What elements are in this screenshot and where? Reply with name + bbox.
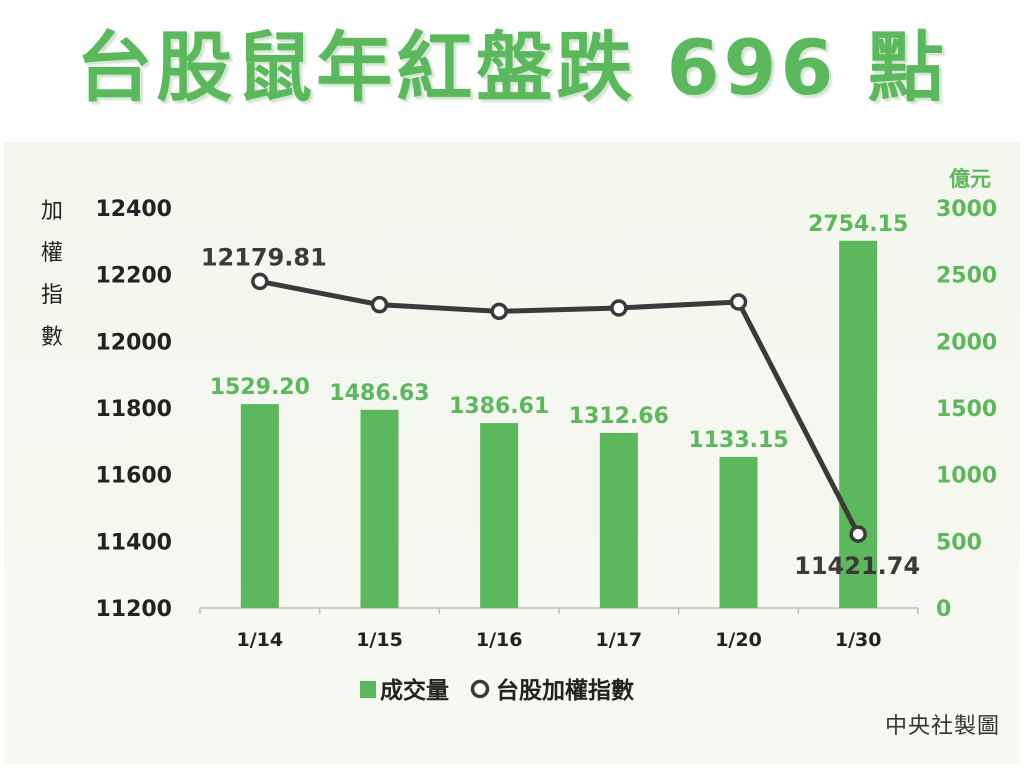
bar: [839, 240, 878, 608]
index-point: [729, 293, 748, 311]
x-tick-label: 1/16: [476, 629, 523, 651]
legend-line-label: 台股加權指數: [496, 677, 634, 704]
left-axis-label-char: 加: [41, 199, 63, 224]
right-axis-tick-label: 2000: [936, 330, 997, 355]
left-axis-tick-label: 11800: [95, 397, 172, 422]
bar: [480, 423, 519, 608]
index-point: [610, 299, 628, 317]
chart-panel: 加權指數 12400 12200 12000 11800 11600 11400 11200 億…: [4, 142, 1020, 764]
index-line: [259, 278, 861, 536]
legend-bar-swatch: [360, 681, 376, 698]
legend-line-swatch: [470, 679, 490, 699]
bar-value-label: 1529.20: [210, 375, 310, 400]
chart-title: 台股鼠年紅盤跌 696 點: [76, 23, 948, 112]
bar-value-label: 1133.15: [688, 428, 788, 453]
bar: [360, 409, 399, 608]
x-tick-label: 1/15: [356, 629, 403, 651]
right-axis-tick-label: 500: [936, 530, 982, 555]
index-point: [490, 302, 508, 321]
bar-value-label: 1312.66: [569, 404, 669, 429]
right-axis-tick-label: 0: [936, 597, 951, 622]
x-tick-label: 1/17: [596, 629, 643, 651]
x-tick-label: 1/20: [715, 629, 762, 651]
credit-text: 中央社製圖: [884, 714, 1000, 739]
left-axis-tick-label: 11200: [95, 597, 172, 622]
left-axis-label-char: 指: [41, 283, 63, 308]
right-axis-tick-label: 1000: [936, 464, 997, 489]
index-point: [370, 295, 389, 314]
left-axis-tick-label: 12200: [95, 264, 172, 289]
right-axis-label: 億元: [949, 167, 991, 191]
left-axis-label-char: 權: [41, 241, 63, 266]
index-point: [251, 272, 269, 291]
left-axis-tick-label: 12400: [95, 197, 172, 222]
right-axis-tick-label: 3000: [936, 197, 997, 222]
right-axis-tick-label: 2500: [936, 264, 997, 289]
bar: [240, 404, 279, 608]
bar: [719, 456, 758, 608]
x-tick-label: 1/30: [835, 629, 882, 651]
index-value-label: 12179.81: [201, 243, 327, 271]
right-axis-tick-label: 1500: [936, 397, 997, 422]
index-point: [849, 525, 867, 543]
combo-chart: 加權指數 12400 12200 12000 11800 11600 11400 11200 億…: [41, 167, 997, 704]
left-axis-tick-label: 12000: [95, 330, 172, 355]
bar-value-label: 2754.15: [808, 212, 908, 237]
left-axis-tick-label: 11400: [95, 530, 172, 555]
bar: [599, 432, 638, 608]
left-axis-tick-label: 11600: [95, 464, 172, 489]
left-axis-label-char: 數: [41, 325, 63, 350]
x-tick-label: 1/14: [237, 629, 284, 651]
legend-bar-label: 成交量: [380, 677, 449, 704]
bar-value-label: 1486.63: [329, 381, 429, 406]
bar-value-label: 1386.61: [449, 394, 549, 419]
index-value-label: 11421.74: [794, 552, 920, 580]
